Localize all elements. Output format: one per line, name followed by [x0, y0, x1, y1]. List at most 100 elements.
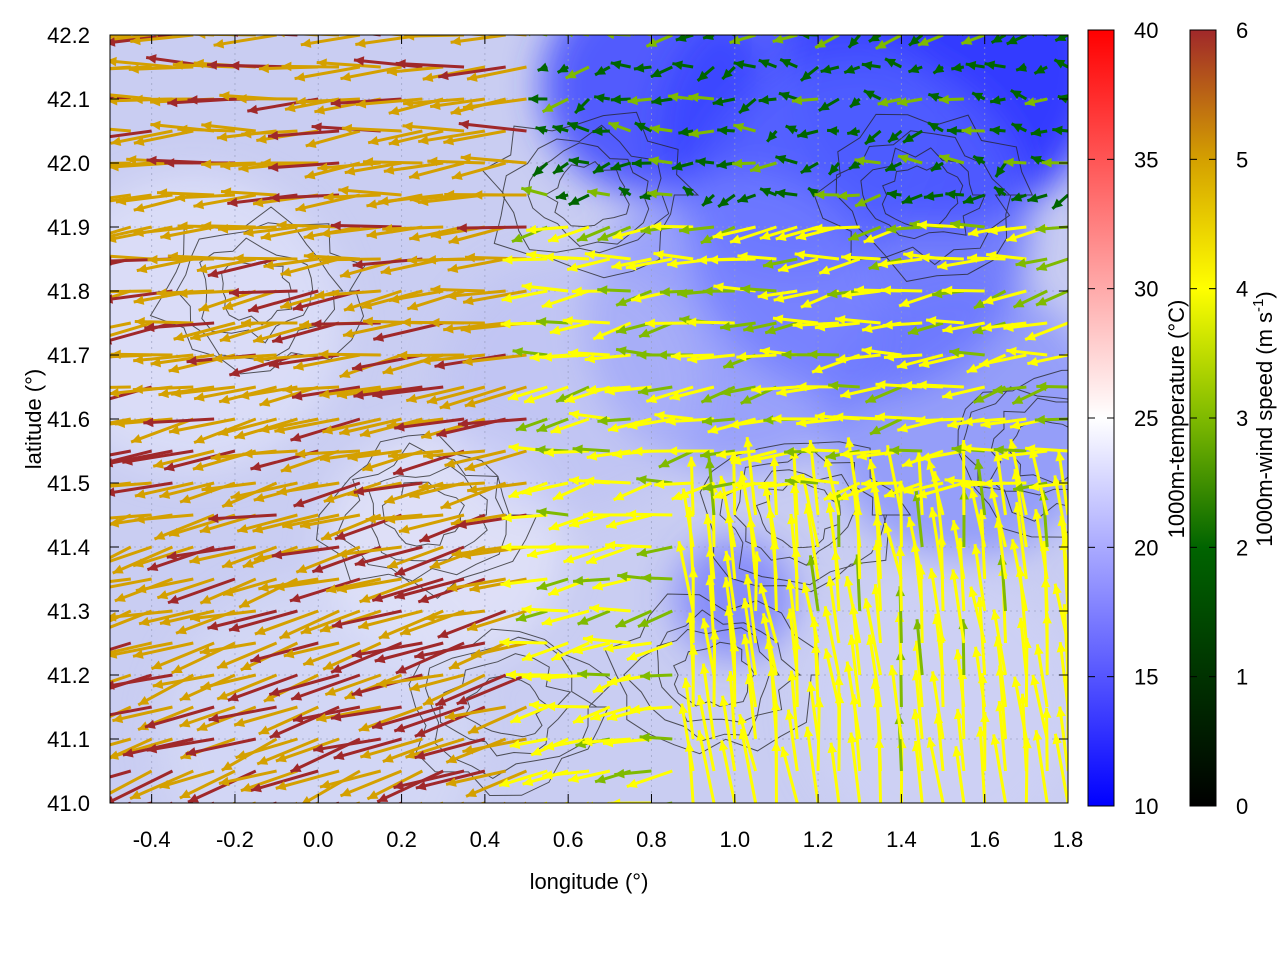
wind-arrow-head	[548, 521, 560, 531]
wind-arrow-head	[595, 65, 607, 75]
wind-arrow-shaft	[189, 545, 257, 564]
wind-arrow-shaft	[156, 577, 215, 600]
wind-arrow-head	[450, 106, 462, 116]
wind-arrow	[241, 128, 298, 139]
y-tick-label: 41.5	[47, 471, 90, 496]
wind-arrow	[807, 349, 839, 360]
wind-arrow	[156, 577, 215, 600]
wind-arrow-head	[512, 347, 523, 357]
wind-arrow	[110, 129, 152, 139]
wind-arrow-shaft	[351, 641, 423, 658]
wind-arrow	[417, 129, 486, 145]
wind-arrow-head	[767, 131, 778, 142]
wind-arrow	[654, 479, 694, 490]
wind-arrow-head	[834, 675, 844, 686]
wind-arrow-head	[700, 449, 711, 460]
wind-arrow-head	[897, 97, 908, 107]
wind-arrow	[762, 257, 798, 269]
wind-arrow-head	[703, 513, 713, 525]
wind-arrow	[572, 575, 610, 586]
wind-arrow-head	[618, 187, 630, 197]
wind-arrow-head	[962, 416, 973, 427]
wind-arrow	[712, 225, 756, 240]
wind-arrow-head	[590, 711, 602, 721]
wind-arrow-head	[132, 649, 144, 659]
wind-arrow	[189, 609, 256, 623]
wind-arrow-shaft	[302, 641, 361, 667]
wind-arrow	[672, 60, 694, 70]
wind-arrow	[462, 353, 527, 366]
wind-arrow-head	[796, 381, 807, 392]
wind-arrow-head	[665, 416, 676, 426]
wind-arrow-head	[953, 708, 964, 720]
wind-arrow-head	[451, 548, 463, 559]
wind-arrow-head	[283, 649, 295, 659]
wind-arrow-head	[347, 487, 359, 498]
wind-arrow-head	[582, 510, 593, 520]
wind-arrow	[110, 769, 174, 803]
wind-arrow-shaft	[193, 385, 257, 401]
wind-arrow-head	[1011, 676, 1022, 688]
wind-arrow	[150, 353, 215, 368]
wind-arrow-head	[553, 163, 565, 174]
wind-arrow-head	[250, 653, 262, 664]
wind-arrow-head	[778, 91, 790, 101]
wind-arrow	[785, 578, 799, 644]
wind-arrow-shaft	[167, 577, 236, 605]
wind-arrow-head	[380, 265, 392, 276]
wind-arrow	[312, 737, 381, 754]
wind-arrow-head	[679, 225, 690, 235]
wind-arrow	[985, 250, 1027, 261]
wind-arrow-head	[533, 165, 544, 176]
wind-arrow	[759, 225, 798, 241]
wind-arrow	[230, 481, 298, 501]
wind-arrow-head	[247, 104, 258, 115]
wind-arrow-head	[551, 651, 563, 661]
wind-arrow-shaft	[276, 223, 340, 229]
wind-arrow-head	[228, 287, 240, 298]
wind-arrow	[611, 257, 652, 270]
wind-arrow-head	[213, 39, 225, 49]
wind-arrow	[597, 225, 632, 242]
wind-arrow-shaft	[230, 481, 298, 499]
wind-arrow-head	[604, 386, 615, 396]
wind-arrow	[110, 577, 132, 584]
wind-arrow-head	[216, 132, 228, 142]
wind-arrow-head	[697, 255, 708, 265]
wind-arrow-head	[909, 35, 920, 46]
wind-arrow-head	[344, 166, 356, 176]
wind-arrow-shaft	[393, 705, 465, 733]
wind-arrow-shaft	[372, 321, 444, 341]
wind-arrow-shaft	[208, 513, 277, 521]
wind-arrow-shaft	[208, 705, 277, 722]
wind-arrow-head	[199, 646, 211, 656]
wind-arrow-head	[720, 321, 731, 332]
wind-arrow	[901, 193, 923, 205]
wind-arrow-head	[886, 189, 898, 200]
contour-line	[604, 593, 819, 755]
wind-arrow-shaft	[110, 449, 173, 465]
wind-arrow	[882, 320, 923, 330]
wind-arrow-head	[167, 251, 178, 262]
wind-arrow-head	[340, 787, 352, 797]
wind-arrow	[950, 519, 966, 580]
wind-arrow-head	[863, 234, 875, 243]
colorbar-tick-label: 15	[1134, 665, 1158, 690]
wind-arrow	[294, 65, 361, 82]
wind-arrow-shaft	[701, 663, 716, 740]
wind-arrow	[110, 254, 152, 261]
wind-arrow-head	[616, 297, 628, 307]
wind-arrow-head	[318, 349, 329, 360]
wind-arrow-head	[423, 450, 434, 461]
wind-arrow	[283, 641, 340, 659]
wind-arrow-shaft	[829, 742, 841, 803]
wind-arrow	[282, 384, 340, 395]
wind-arrow-head	[611, 260, 623, 270]
wind-arrow-shaft	[340, 65, 402, 81]
wind-arrow-head	[568, 773, 580, 783]
wind-arrow	[330, 97, 402, 108]
wind-arrow-head	[336, 389, 348, 400]
wind-arrow-head	[926, 316, 937, 326]
wind-arrow-head	[848, 231, 860, 241]
wind-arrow-head	[760, 187, 772, 197]
